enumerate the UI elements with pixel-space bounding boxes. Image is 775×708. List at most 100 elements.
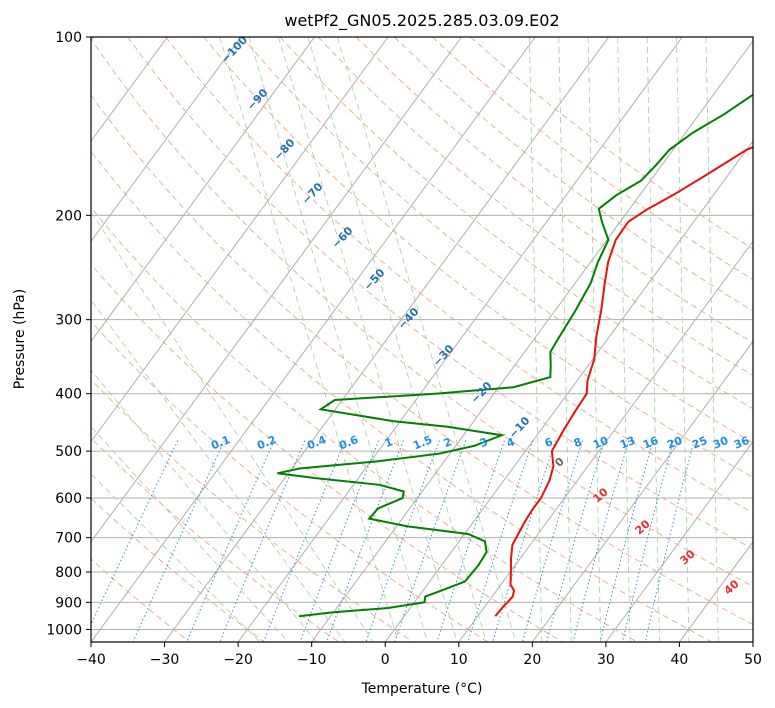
y-tick-label: 700 <box>55 531 82 547</box>
mixing-ratio-label: 1 <box>383 435 395 450</box>
background-lines <box>91 37 753 642</box>
isotherm <box>458 240 753 642</box>
mixing-ratio-label: 13 <box>618 434 637 452</box>
mixing-ratio-line <box>492 440 556 642</box>
profile-line <box>494 146 753 617</box>
dry-adiabat <box>165 37 753 514</box>
mixing-ratio-line <box>622 440 674 642</box>
isotherm <box>237 37 683 642</box>
dry-adiabat <box>91 320 489 642</box>
y-tick-label: 200 <box>55 208 82 224</box>
x-tick-label: 30 <box>597 652 615 668</box>
dry-adiabat <box>432 37 753 281</box>
mixing-ratio-label: 0.4 <box>305 433 328 452</box>
x-tick-label: 20 <box>523 652 541 668</box>
moist-adiabat <box>558 37 572 642</box>
x-axis-label: Temperature (°C) <box>361 681 483 697</box>
moist-adiabat <box>646 37 660 642</box>
isotherm <box>384 140 753 642</box>
x-tick-label: 10 <box>450 652 468 668</box>
mixing-ratio-line <box>599 440 654 642</box>
dry-adiabat <box>91 378 414 642</box>
dry-adiabat <box>91 150 713 642</box>
mixing-ratio-line <box>219 440 306 642</box>
moist-adiabat-label: 10 <box>591 485 611 505</box>
mixing-ratio-line <box>436 440 505 642</box>
mixing-ratio-label: 30 <box>711 434 730 452</box>
dry-adiabat-label: −60 <box>329 224 355 251</box>
mixing-ratio-line <box>522 440 584 642</box>
mixing-ratio-line <box>326 440 404 642</box>
mixing-ratio-label: 0.2 <box>255 433 278 452</box>
isotherm <box>164 37 610 642</box>
moist-adiabat <box>91 299 346 642</box>
isotherm <box>91 37 462 543</box>
moist-adiabat <box>307 37 487 642</box>
moist-adiabat <box>91 211 374 642</box>
mixing-ratio-line <box>572 440 630 642</box>
dry-adiabat-label: −30 <box>430 342 456 369</box>
mixing-ratio-label: 6 <box>543 435 555 450</box>
mixing-ratio-label: 25 <box>690 434 709 452</box>
mixing-ratio-label: 1.5 <box>411 433 434 452</box>
moist-adiabat <box>219 37 399 642</box>
mixing-ratio-line <box>644 440 695 642</box>
y-tick-label: 100 <box>55 30 82 46</box>
y-axis-label: Pressure (hPa) <box>12 289 28 389</box>
mixing-ratio-line <box>132 440 225 642</box>
y-tick-label: 1000 <box>46 622 82 638</box>
moist-adiabat-label: 30 <box>678 547 698 567</box>
dry-adiabat <box>203 37 753 478</box>
mixing-ratio-label: 0.6 <box>337 433 360 452</box>
moist-adiabat <box>617 37 631 642</box>
chart-title: wetPf2_GN05.2025.285.03.09.E02 <box>284 11 559 31</box>
moist-adiabat <box>248 37 428 642</box>
dry-adiabat-label: −90 <box>244 86 270 113</box>
moist-adiabat <box>587 37 602 642</box>
y-tick-label: 500 <box>55 444 82 460</box>
isotherm <box>91 37 168 142</box>
mixing-ratio-label: 3 <box>478 435 490 450</box>
y-tick-label: 300 <box>55 313 82 329</box>
mixing-ratio-label: 2 <box>442 435 454 450</box>
dry-adiabat <box>91 558 190 642</box>
dry-adiabat <box>91 263 563 642</box>
y-tick-label: 800 <box>55 565 82 581</box>
y-tick-label: 600 <box>55 491 82 507</box>
profile-line <box>277 93 753 618</box>
x-tick-label: 40 <box>671 652 689 668</box>
mixing-ratio-line <box>186 440 275 642</box>
dry-adiabat <box>127 37 753 550</box>
isotherm <box>311 40 753 642</box>
isotherm <box>91 37 242 243</box>
data-series <box>277 93 753 618</box>
axis-ticks: −40 −30 −20 −10 0 10 20 30 40 5010020030040050060… <box>46 30 762 668</box>
x-tick-label: −40 <box>76 652 106 668</box>
mixing-ratio-label: 20 <box>665 434 684 452</box>
dry-adiabat <box>91 437 340 642</box>
moist-adiabat <box>91 369 317 642</box>
mixing-ratio-label: 36 <box>732 434 751 452</box>
x-tick-label: 50 <box>744 652 762 668</box>
y-tick-label: 900 <box>55 595 82 611</box>
isotherm <box>91 37 389 443</box>
dry-adiabat <box>241 37 753 444</box>
moist-adiabat <box>529 37 543 642</box>
moist-adiabat <box>91 473 261 642</box>
mixing-ratio-line <box>546 440 605 642</box>
mixing-ratio-label: 8 <box>572 435 584 450</box>
x-tick-label: −10 <box>297 652 327 668</box>
x-tick-label: −20 <box>223 652 253 668</box>
dry-adiabat <box>91 497 265 642</box>
mixing-ratio-label: 10 <box>591 434 610 452</box>
isotherm <box>91 37 315 343</box>
moist-adiabat-label: 0 <box>552 455 567 470</box>
y-tick-label: 400 <box>55 387 82 403</box>
moist-adiabat <box>91 426 289 642</box>
moist-adiabat <box>705 37 719 642</box>
dry-adiabat-label: −50 <box>361 266 387 293</box>
dry-adiabat <box>91 94 753 626</box>
mixing-ratio-line <box>91 440 179 626</box>
dry-adiabat <box>91 206 638 642</box>
